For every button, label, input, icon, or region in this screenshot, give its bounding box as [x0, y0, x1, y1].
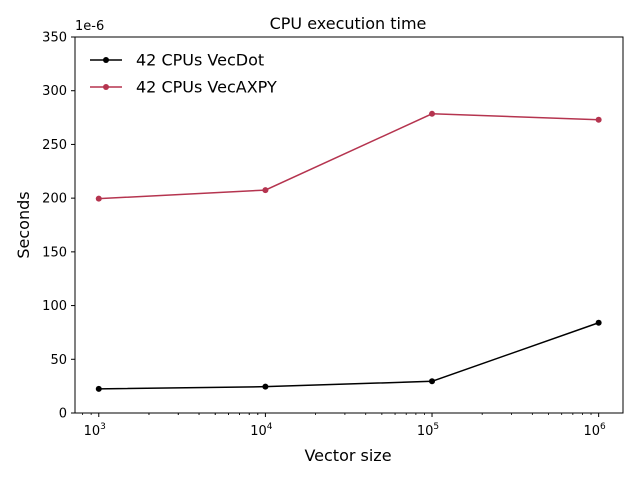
legend: 42 CPUs VecDot 42 CPUs VecAXPY [90, 51, 277, 97]
x-tick-label: 104 [250, 422, 273, 439]
legend-marker [103, 84, 109, 90]
axes: 0 50 100 150 200 250 300 350 103 104 105 106 [42, 31, 624, 439]
series-2-point [595, 116, 602, 123]
chart-title: CPU execution time [270, 14, 427, 33]
y-tick-label: 350 [42, 31, 67, 46]
legend-label: 42 CPUs VecAXPY [136, 78, 277, 97]
x-tick-label: 103 [84, 422, 106, 439]
legend-marker [103, 57, 109, 63]
x-axis-label: Vector size [304, 446, 391, 465]
y-axis-label: Seconds [14, 191, 33, 258]
series-line-2 [98, 113, 599, 200]
x-tick-label: 105 [417, 422, 439, 439]
x-tick-label: 106 [584, 422, 607, 439]
y-tick-label: 150 [42, 245, 67, 260]
series-line-1 [98, 322, 599, 390]
y-tick-label: 300 [42, 84, 67, 99]
y-tick-label: 0 [59, 407, 67, 422]
plot-frame [74, 36, 624, 414]
y-tick-label: 200 [42, 192, 67, 207]
y-tick-label: 100 [42, 299, 67, 314]
series-2-point [429, 110, 436, 117]
legend-label: 42 CPUs VecDot [136, 51, 264, 70]
series-2-point [262, 187, 269, 194]
series-1-point [262, 383, 269, 390]
y-tick-label: 50 [50, 353, 67, 368]
series-1-point [429, 378, 436, 385]
y-offset-label: 1e-6 [75, 19, 104, 34]
series-2-point [95, 195, 102, 202]
series-layer [95, 110, 602, 392]
series-1-point [95, 385, 102, 392]
y-tick-label: 250 [42, 138, 67, 153]
series-1-point [595, 319, 602, 326]
